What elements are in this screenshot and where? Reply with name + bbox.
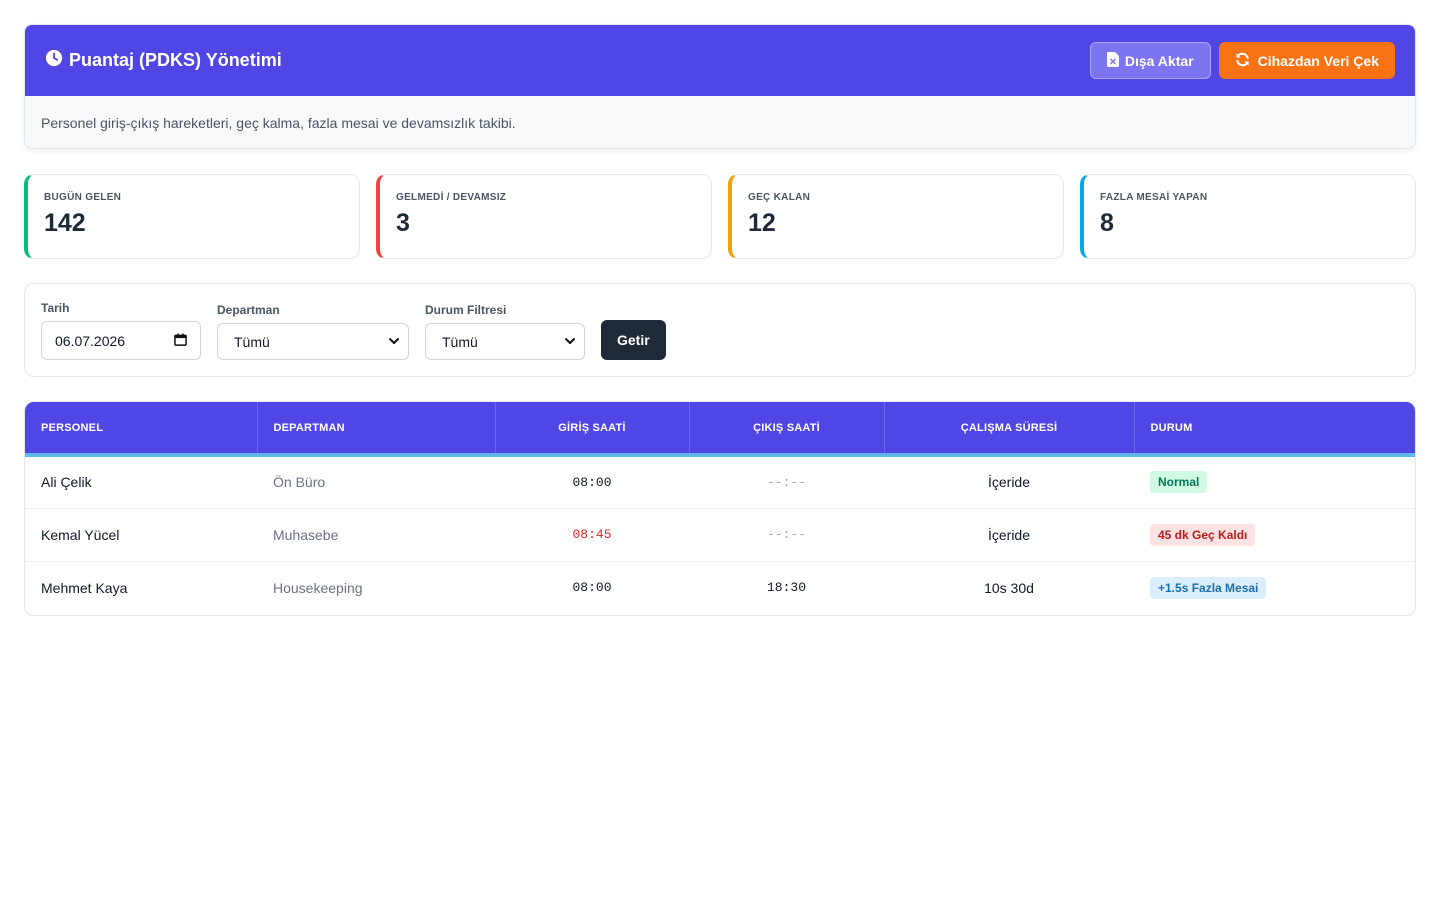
chevron-down-icon (388, 334, 400, 350)
table-row: Mehmet Kaya Housekeeping 08:00 18:30 10s… (25, 561, 1415, 614)
check-in-cell: 08:45 (572, 527, 612, 542)
department-label: Departman (217, 303, 280, 317)
department-field: Departman Tümü (217, 303, 409, 360)
status-badge: 45 dk Geç Kaldı (1150, 523, 1256, 546)
status-cell: Normal (1134, 455, 1415, 508)
export-button[interactable]: Dışa Aktar (1089, 42, 1211, 79)
stat-label: BUGÜN GELEN (44, 192, 122, 203)
stat-value: 12 (748, 209, 776, 237)
stat-label: GEÇ KALAN (748, 192, 811, 203)
column-header-department: DEPARTMAN (257, 402, 496, 457)
check-in-cell: 08:00 (572, 580, 612, 596)
export-button-label: Dışa Aktar (1124, 52, 1194, 69)
status-badge: +1.5s Fazla Mesai (1150, 576, 1267, 599)
table-row: Ali Çelik Ön Büro 08:00 --:-- İçeride No… (25, 455, 1415, 508)
date-label: Tarih (41, 301, 70, 315)
table-header-row: PERSONEL DEPARTMAN GİRİŞ SAATİ ÇIKIŞ SAA… (25, 402, 1415, 457)
personnel-name: Kemal Yücel (41, 526, 120, 543)
page-title-text: Puantaj (PDKS) Yönetimi (69, 50, 282, 70)
status-cell: 45 dk Geç Kaldı (1134, 508, 1415, 561)
header-actions: Dışa Aktar Cihazdan Veri Çek (1089, 42, 1395, 79)
fetch-from-device-button[interactable]: Cihazdan Veri Çek (1218, 42, 1395, 79)
clock-icon (45, 49, 63, 72)
stat-label: FAZLA MESAİ YAPAN (1100, 192, 1208, 203)
fetch-button-label: Cihazdan Veri Çek (1257, 52, 1379, 69)
department-selected: Tümü (234, 333, 270, 350)
stat-card-overtime: FAZLA MESAİ YAPAN 8 (1080, 174, 1416, 259)
personnel-name: Mehmet Kaya (41, 579, 128, 596)
stat-card-present-today: BUGÜN GELEN 142 (24, 174, 360, 259)
work-duration-cell: 10s 30d (984, 579, 1034, 596)
status-select[interactable]: Tümü (425, 323, 585, 360)
attendance-table: PERSONEL DEPARTMAN GİRİŞ SAATİ ÇIKIŞ SAA… (25, 402, 1415, 614)
check-out-cell: --:-- (766, 527, 806, 542)
chevron-down-icon (564, 334, 576, 350)
department-cell: Muhasebe (273, 526, 339, 543)
date-field: Tarih 06.07.2026 (41, 301, 201, 360)
check-out-cell: 18:30 (766, 580, 806, 596)
check-out-cell: --:-- (766, 474, 806, 490)
page-title: Puantaj (PDKS) Yönetimi (45, 49, 282, 72)
stat-card-late: GEÇ KALAN 12 (728, 174, 1064, 259)
date-value: 06.07.2026 (55, 332, 126, 349)
stat-value: 142 (44, 209, 86, 237)
status-selected: Tümü (442, 333, 478, 350)
department-cell: Ön Büro (273, 474, 326, 491)
work-duration-cell: İçeride (987, 526, 1031, 543)
table-row: Kemal Yücel Muhasebe 08:45 --:-- İçeride… (25, 508, 1415, 561)
department-cell: Housekeeping (273, 579, 363, 596)
calendar-icon[interactable] (174, 332, 187, 349)
excel-file-icon (1106, 51, 1119, 70)
page-description: Personel giriş-çıkış hareketleri, geç ka… (41, 115, 516, 131)
attendance-table-card: PERSONEL DEPARTMAN GİRİŞ SAATİ ÇIKIŞ SAA… (24, 401, 1416, 616)
department-select[interactable]: Tümü (217, 323, 409, 360)
personnel-name: Ali Çelik (41, 474, 92, 491)
stat-card-absent: GELMEDİ / DEVAMSIZ 3 (376, 174, 712, 259)
stat-label: GELMEDİ / DEVAMSIZ (396, 192, 507, 203)
status-cell: +1.5s Fazla Mesai (1134, 561, 1415, 614)
date-input[interactable]: 06.07.2026 (41, 321, 201, 360)
header-card: Puantaj (PDKS) Yönetimi Dışa Aktar Cihaz… (24, 24, 1416, 149)
column-header-check-in: GİRİŞ SAATİ (495, 402, 690, 457)
submit-filter-button[interactable]: Getir (601, 320, 666, 360)
status-badge: Normal (1150, 471, 1208, 494)
work-duration-cell: İçeride (987, 474, 1031, 491)
check-in-cell: 08:00 (572, 474, 612, 490)
status-label: Durum Filtresi (425, 303, 507, 317)
column-header-work-duration: ÇALIŞMA SÜRESİ (884, 402, 1135, 457)
stats-row: BUGÜN GELEN 142 GELMEDİ / DEVAMSIZ 3 GEÇ… (24, 174, 1416, 259)
header-bar: Puantaj (PDKS) Yönetimi Dışa Aktar Cihaz… (25, 25, 1415, 96)
status-field: Durum Filtresi Tümü (425, 303, 585, 360)
filter-card: Tarih 06.07.2026 Departman Tümü Durum Fi… (24, 283, 1416, 377)
stat-value: 8 (1100, 209, 1114, 237)
column-header-personnel: PERSONEL (25, 402, 258, 457)
column-header-check-out: ÇIKIŞ SAATİ (689, 402, 885, 457)
refresh-icon (1235, 52, 1250, 70)
stat-value: 3 (396, 209, 410, 237)
column-header-status: DURUM (1134, 402, 1415, 457)
